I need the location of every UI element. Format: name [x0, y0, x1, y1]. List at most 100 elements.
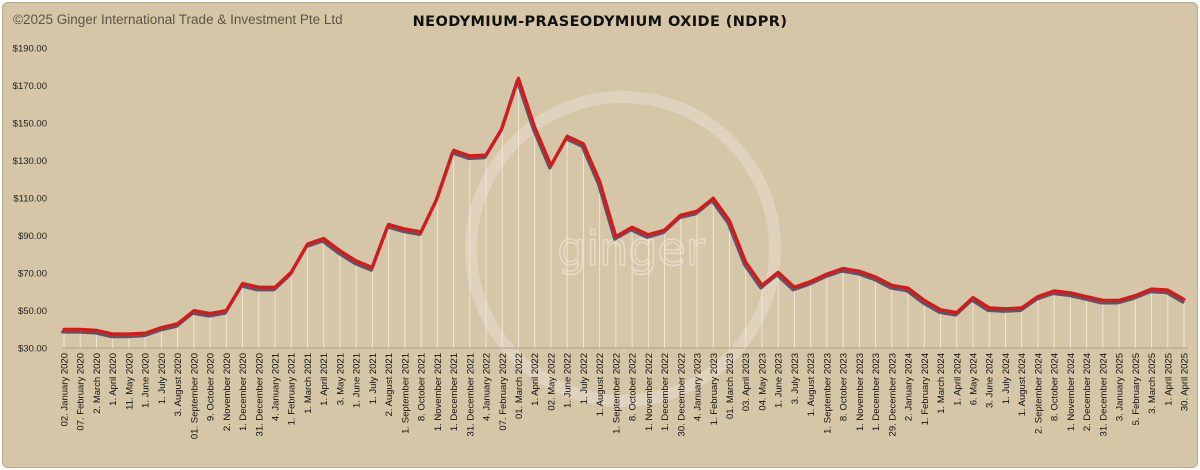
x-tick-label: 1. April 2020: [108, 353, 119, 406]
y-tick-label: $30.00: [18, 344, 47, 355]
x-tick-label: 1. December 2023: [871, 353, 882, 431]
series-line-shadow: [61, 78, 1185, 339]
data-points: [62, 76, 1186, 336]
x-tick-label: 31. December 2021: [465, 353, 476, 436]
data-point: [1020, 306, 1023, 309]
x-tick-label: 1. February 2023: [709, 353, 720, 425]
x-tick-label: 30. December 2022: [676, 353, 687, 436]
data-point: [354, 259, 358, 263]
data-point: [208, 312, 212, 315]
data-point: [257, 285, 260, 289]
data-point: [273, 285, 277, 289]
data-point: [1052, 289, 1056, 293]
x-tick-label: 2. December 2024: [1082, 353, 1093, 431]
data-point: [517, 76, 520, 80]
data-point: [712, 196, 715, 200]
copyright-text: ©2025 Ginger International Trade & Inves…: [13, 12, 343, 27]
x-tick-label: 1. March 2021: [303, 353, 314, 414]
x-tick-label: 30. April 2025: [1180, 353, 1191, 411]
data-point: [160, 326, 163, 329]
data-point: [306, 242, 309, 246]
x-tick-label: 3. July 2023: [790, 353, 801, 404]
x-tick-label: 1. April 2024: [952, 353, 963, 406]
x-tick-label: 02. January 2020: [60, 353, 71, 426]
data-point: [1004, 307, 1007, 310]
data-point: [387, 223, 390, 226]
data-point: [663, 228, 666, 232]
x-tick-label: 1. August 2024: [1017, 353, 1028, 416]
data-point: [371, 266, 374, 269]
x-axis: 02. January 2020 07. February 2020 2. Marc…: [60, 353, 1191, 439]
x-tick-label: 29. December 2023: [887, 353, 898, 436]
data-point: [760, 283, 764, 287]
data-point: [322, 237, 325, 240]
x-tick-label: 8. October 2021: [417, 353, 428, 421]
data-point: [858, 269, 861, 273]
data-point: [1150, 287, 1153, 291]
data-point: [614, 235, 618, 238]
x-tick-label: 1. April 2022: [530, 353, 541, 406]
data-point: [598, 179, 601, 183]
x-tick-label: 1. March 2024: [936, 353, 947, 414]
x-tick-label: 02. May 2022: [546, 353, 557, 411]
x-tick-label: 1. November 2021: [433, 353, 444, 431]
data-point: [143, 331, 147, 335]
data-point: [436, 196, 439, 200]
data-point: [1085, 295, 1088, 298]
x-tick-label: 1. December 2020: [238, 353, 249, 431]
data-point: [582, 142, 585, 145]
data-point: [79, 328, 82, 331]
x-tick-label: 07. February 2020: [76, 353, 87, 431]
x-tick-label: 11. May 2020: [124, 353, 135, 410]
x-tick-label: 2. August 2021: [384, 353, 395, 416]
x-tick-label: 07. February 2022: [498, 353, 509, 431]
y-axis: $190.00 $170.00 $150.00 $130.00 $110.00 $90.0…: [13, 44, 1188, 355]
data-point: [1134, 294, 1137, 297]
x-tick-label: 01. September 2020: [189, 353, 200, 439]
x-tick-label: 8. October 2024: [1050, 353, 1061, 421]
x-tick-label: 1. July 2020: [157, 353, 168, 404]
x-tick-label: 1. June 2021: [352, 353, 363, 408]
y-tick-label: $70.00: [18, 269, 47, 280]
x-tick-label: 9. October 2020: [206, 353, 217, 421]
data-point: [419, 230, 423, 233]
x-tick-label: 3. March 2025: [1147, 353, 1158, 414]
x-tick-label: 1. July 2022: [579, 353, 590, 404]
chart-svg: ginger $190.00$170.00$150.00$130.00$110.…: [13, 44, 1191, 440]
x-tick-label: 2. January 2024: [904, 353, 915, 421]
data-point: [777, 270, 780, 274]
x-tick-label: 6. May 2024: [968, 353, 979, 405]
x-tick-label: 3. May 2021: [335, 353, 346, 405]
y-tick-label: $150.00: [13, 119, 47, 130]
x-tick-label: 01. March 2023: [725, 353, 736, 419]
y-tick-label: $90.00: [18, 231, 47, 242]
data-point: [338, 249, 342, 252]
x-tick-label: 1. July 2024: [1001, 353, 1012, 404]
y-tick-label: $190.00: [13, 44, 47, 55]
x-tick-label: 1. December 2022: [660, 353, 671, 431]
data-point: [988, 306, 991, 309]
x-tick-label: 2. November 2020: [222, 353, 233, 431]
series-layer: [61, 76, 1186, 339]
x-tick-label: 1. July 2021: [368, 353, 379, 404]
data-point: [225, 309, 228, 312]
data-point: [630, 225, 634, 229]
data-point: [62, 328, 66, 331]
data-point: [192, 309, 196, 312]
watermark-ring: [465, 91, 781, 407]
data-point: [127, 332, 131, 336]
data-point: [403, 227, 407, 231]
data-point: [939, 308, 942, 311]
x-tick-label: 8. October 2023: [839, 353, 850, 421]
data-point: [484, 153, 488, 157]
data-point: [501, 126, 504, 129]
data-point: [565, 134, 569, 138]
y-tick-label: $50.00: [18, 306, 47, 317]
x-tick-label: 1. November 2023: [855, 353, 866, 431]
data-point: [744, 260, 747, 263]
y-tick-label: $130.00: [13, 156, 47, 167]
chart-title: NEODYMIUM-PRASEODYMIUM OXIDE (NDPR): [412, 14, 788, 30]
data-point: [241, 282, 244, 285]
x-tick-label: 03. April 2023: [741, 353, 752, 411]
data-point: [923, 298, 926, 302]
